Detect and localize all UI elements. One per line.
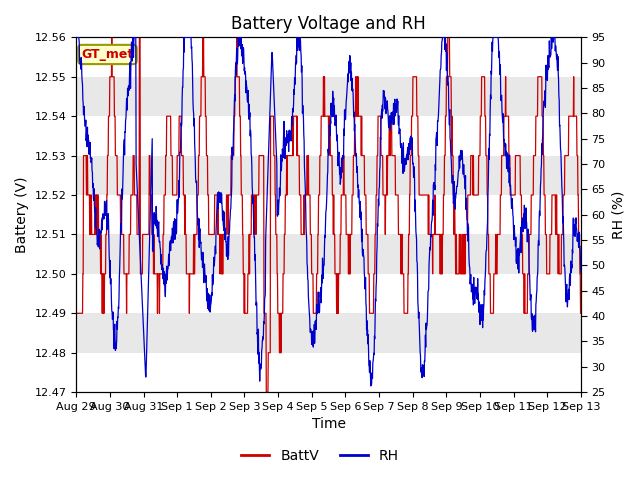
Bar bbox=[76, 156, 581, 195]
Y-axis label: RH (%): RH (%) bbox=[611, 191, 625, 239]
X-axis label: Time: Time bbox=[312, 418, 346, 432]
Bar bbox=[76, 77, 581, 116]
Text: GT_met: GT_met bbox=[81, 48, 134, 61]
Bar bbox=[76, 116, 581, 156]
Bar bbox=[76, 313, 581, 353]
Y-axis label: Battery (V): Battery (V) bbox=[15, 177, 29, 253]
Legend: BattV, RH: BattV, RH bbox=[236, 443, 404, 468]
Bar bbox=[76, 353, 581, 392]
Title: Battery Voltage and RH: Battery Voltage and RH bbox=[231, 15, 426, 33]
Bar bbox=[76, 234, 581, 274]
Bar bbox=[76, 195, 581, 234]
Bar bbox=[76, 274, 581, 313]
Bar bbox=[76, 37, 581, 77]
